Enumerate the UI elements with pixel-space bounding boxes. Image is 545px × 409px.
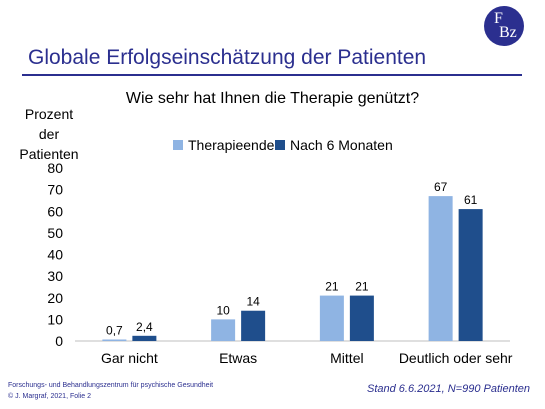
bar-data-label: 0,7 [106, 323, 123, 337]
bar-data-label: 61 [464, 193, 478, 207]
logo-letter-top: F [494, 10, 503, 27]
logo-letter-bottom: Bz [499, 24, 517, 41]
bar-data-label: 67 [434, 180, 448, 194]
fbz-logo: F Bz [484, 6, 524, 46]
y-axis-label-line: Patienten [19, 146, 79, 162]
x-category-label: Gar nicht [101, 350, 158, 366]
title-divider [22, 74, 522, 76]
legend-label-nach-6-monaten: Nach 6 Monaten [290, 137, 393, 153]
x-category-label: Deutlich oder sehr [399, 350, 513, 366]
legend-label-therapieende: Therapieende [188, 137, 275, 153]
bar [319, 295, 344, 341]
bar [211, 319, 236, 341]
legend-swatch-nach-6-monaten [275, 140, 285, 151]
bar [349, 295, 374, 341]
bar [132, 335, 157, 341]
y-tick-label: 50 [47, 225, 63, 241]
y-axis-label-line: der [38, 126, 60, 142]
footer-left: Forschungs- und Behandlungszentrum für p… [8, 380, 213, 402]
bar-data-label: 14 [246, 295, 260, 309]
y-axis-label-line: Prozent [24, 106, 74, 122]
y-tick-label: 40 [47, 247, 63, 263]
bar [458, 209, 483, 341]
bar-data-label: 21 [355, 280, 369, 294]
legend-item-therapieende: Therapieende [173, 137, 274, 153]
footer-organization: Forschungs- und Behandlungszentrum für p… [8, 382, 214, 389]
bar-data-label: 10 [216, 303, 230, 317]
bar-data-label: 21 [325, 280, 339, 294]
bar [428, 196, 453, 341]
chart-title: Wie sehr hat Ihnen die Therapie genützt? [125, 90, 420, 107]
y-tick-label: 80 [47, 160, 63, 176]
y-tick-label: 70 [47, 182, 63, 198]
footer-stand: Stand 6.6.2021, N=990 Patienten [367, 383, 530, 395]
slide-title: Globale Erfolgseinschätzung der Patiente… [28, 46, 427, 69]
y-tick-label: 60 [47, 203, 63, 219]
bar [241, 310, 266, 341]
x-category-label: Mittel [330, 350, 363, 366]
legend-item-nach-6-monaten: Nach 6 Monaten [275, 137, 393, 153]
y-axis-label: Prozent der Patienten [14, 104, 84, 164]
y-tick-label: 10 [47, 311, 63, 327]
legend-swatch-therapieende [173, 140, 183, 151]
y-tick-label: 30 [47, 268, 63, 284]
y-tick-label: 0 [55, 333, 63, 349]
bar-data-label: 2,4 [136, 320, 153, 334]
x-category-label: Etwas [219, 350, 257, 366]
y-tick-label: 20 [47, 290, 63, 306]
footer-copyright: © J. Margraf, 2021, Folie 2 [8, 393, 91, 400]
bar [102, 339, 127, 341]
